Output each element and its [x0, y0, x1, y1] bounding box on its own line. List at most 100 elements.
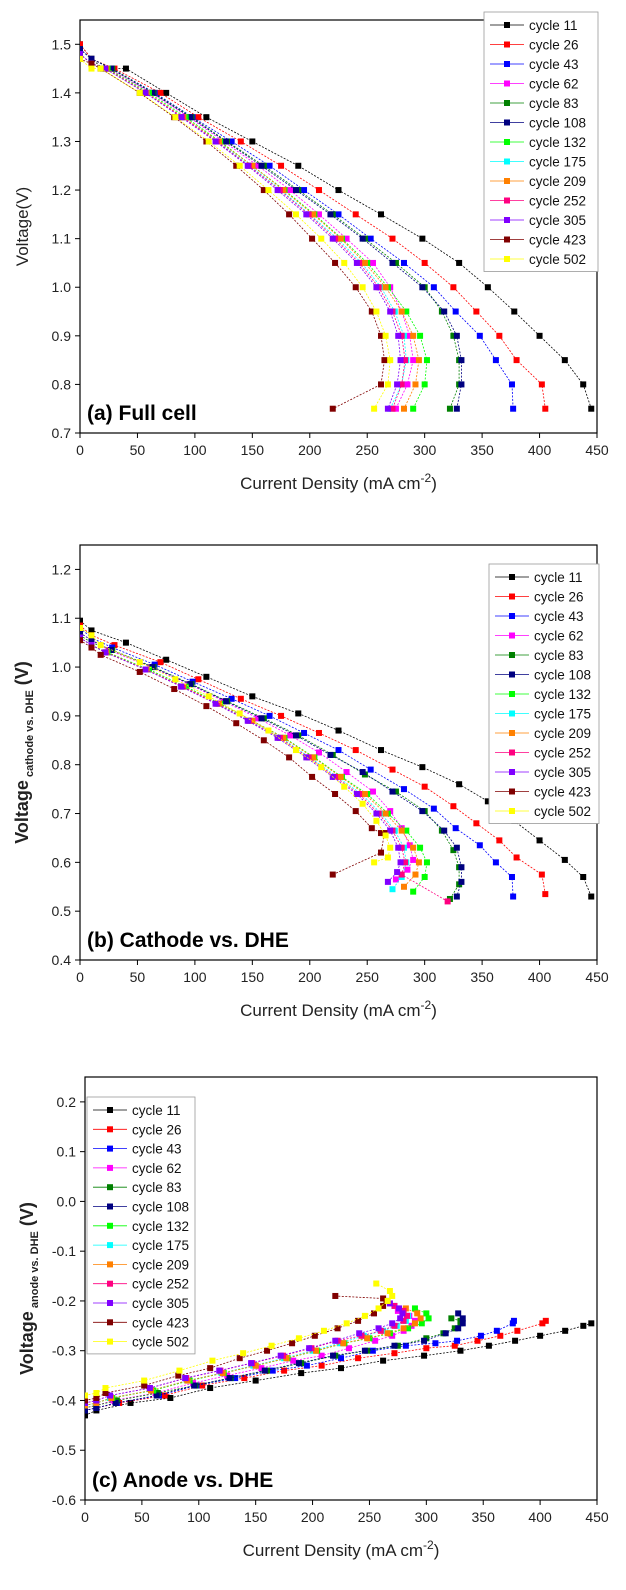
series-cycle-252: [80, 51, 409, 412]
series-cycle-423: [80, 55, 388, 412]
data-point: [451, 1325, 458, 1332]
data-point: [255, 715, 262, 722]
plot-frame: [84, 1076, 598, 1501]
x-tick-label: 50: [134, 1509, 150, 1525]
data-point: [367, 235, 374, 242]
data-point: [419, 764, 426, 771]
series-cycle-423: [80, 637, 388, 878]
data-point: [228, 695, 235, 702]
data-point: [394, 1342, 401, 1349]
data-point: [513, 357, 520, 364]
data-point: [381, 357, 388, 364]
data-point: [85, 1397, 88, 1404]
data-point: [382, 832, 389, 839]
legend-entry-label: cycle 83: [529, 96, 579, 111]
data-point: [496, 332, 503, 339]
data-point: [318, 1352, 325, 1359]
y-tick-label: 0.2: [57, 1094, 77, 1110]
data-point: [402, 859, 409, 866]
data-point: [178, 683, 185, 690]
legend-entry-label: cycle 502: [529, 252, 586, 267]
series-line: [80, 53, 420, 409]
legend-swatch-marker: [509, 613, 515, 619]
data-point: [268, 1342, 275, 1349]
data-point: [318, 1362, 325, 1369]
y-tick-label: 0.5: [52, 903, 72, 919]
data-point: [318, 764, 325, 771]
data-point: [378, 381, 385, 388]
data-point: [375, 1305, 382, 1312]
data-point: [274, 734, 281, 741]
data-point: [451, 1342, 458, 1349]
data-point: [195, 676, 202, 683]
legend-entry-label: cycle 305: [132, 1296, 189, 1311]
data-point: [329, 235, 336, 242]
x-axis-label-end: ): [431, 474, 437, 493]
data-point: [580, 874, 587, 880]
data-point: [400, 883, 407, 890]
data-point: [157, 659, 164, 666]
data-point: [107, 1392, 114, 1399]
chart-panel-0: 0 50 100 150 200 250 300 350 400 450 0.7 0.8 0.9 1.0 1…: [13, 11, 609, 493]
data-point: [163, 656, 170, 663]
legend-entry-label: cycle 43: [534, 609, 584, 624]
data-point: [226, 1375, 233, 1382]
x-tick-label: 100: [183, 442, 207, 458]
data-point: [141, 1382, 148, 1389]
data-point: [384, 854, 391, 861]
data-point: [264, 1347, 271, 1354]
data-point: [171, 686, 178, 693]
y-tick-label: 0.4: [52, 952, 72, 968]
data-point: [473, 820, 480, 827]
data-point: [320, 1327, 327, 1334]
data-point: [141, 1377, 148, 1384]
series-line: [80, 632, 414, 880]
data-point: [370, 1310, 377, 1317]
series-cycle-132: [80, 634, 430, 895]
data-point: [330, 1352, 337, 1359]
data-point: [157, 89, 164, 96]
data-point: [412, 871, 419, 878]
y-tick-label: 0.8: [52, 376, 72, 392]
x-tick-label: 200: [301, 1509, 325, 1525]
data-point: [389, 886, 396, 893]
data-point: [236, 710, 243, 717]
x-tick-label: 200: [298, 442, 322, 458]
series-cycle-43: [80, 625, 517, 900]
data-point: [334, 1325, 341, 1332]
data-point: [404, 866, 411, 873]
data-point: [538, 871, 545, 878]
data-point: [237, 138, 244, 145]
data-point: [102, 1385, 109, 1392]
series-line: [80, 48, 462, 409]
data-point: [337, 235, 344, 242]
data-point: [474, 1337, 481, 1344]
data-point: [453, 405, 460, 412]
data-point: [281, 1367, 288, 1374]
data-point: [367, 766, 374, 773]
data-point: [249, 162, 256, 169]
legend-entry-label: cycle 11: [132, 1103, 181, 1118]
data-point: [312, 1347, 319, 1354]
data-point: [580, 381, 587, 388]
data-point: [353, 791, 360, 797]
data-point: [292, 747, 299, 754]
data-point: [473, 308, 480, 315]
x-axis-label-end: ): [434, 1541, 440, 1560]
data-point: [80, 629, 83, 636]
legend-entry-label: cycle 83: [534, 648, 584, 663]
data-point: [355, 1317, 362, 1324]
data-point: [258, 715, 265, 722]
data-point: [508, 874, 515, 880]
series-line: [80, 620, 592, 897]
data-point: [122, 65, 129, 72]
data-point: [88, 55, 95, 62]
data-point: [359, 235, 366, 242]
data-point: [244, 717, 251, 724]
data-point: [364, 1335, 371, 1342]
data-point: [80, 46, 83, 53]
data-point: [315, 211, 322, 218]
legend-swatch-marker: [107, 1338, 113, 1345]
series-line: [80, 53, 414, 409]
x-tick-label: 400: [528, 1509, 552, 1525]
